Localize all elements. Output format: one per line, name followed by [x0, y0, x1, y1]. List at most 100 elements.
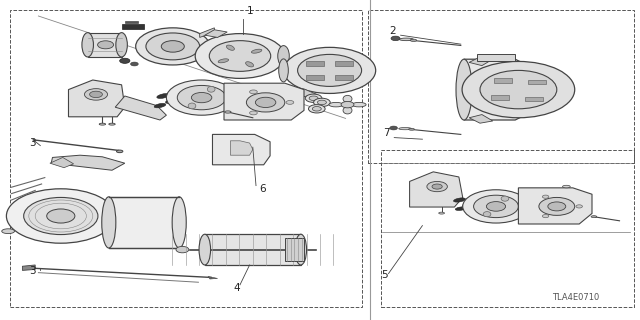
- Ellipse shape: [166, 98, 180, 103]
- Circle shape: [6, 189, 115, 243]
- Circle shape: [146, 33, 200, 60]
- Polygon shape: [115, 96, 166, 120]
- Ellipse shape: [352, 102, 366, 107]
- Ellipse shape: [227, 45, 234, 50]
- Circle shape: [209, 41, 271, 71]
- Polygon shape: [494, 78, 512, 83]
- Text: 3: 3: [29, 138, 35, 148]
- Polygon shape: [306, 75, 324, 80]
- Circle shape: [195, 34, 285, 78]
- Text: TLA4E0710: TLA4E0710: [552, 293, 600, 302]
- Circle shape: [312, 107, 321, 111]
- Circle shape: [391, 36, 400, 41]
- Ellipse shape: [543, 214, 549, 218]
- Circle shape: [390, 126, 397, 130]
- Ellipse shape: [252, 49, 262, 53]
- Polygon shape: [285, 238, 304, 261]
- Ellipse shape: [343, 95, 352, 102]
- Text: 1: 1: [246, 6, 253, 16]
- Circle shape: [486, 202, 506, 211]
- Polygon shape: [335, 75, 353, 80]
- Ellipse shape: [2, 229, 15, 234]
- Ellipse shape: [455, 207, 467, 211]
- Ellipse shape: [246, 62, 253, 67]
- Polygon shape: [205, 30, 227, 37]
- Ellipse shape: [279, 59, 288, 82]
- Polygon shape: [88, 33, 122, 57]
- Polygon shape: [464, 59, 522, 120]
- Polygon shape: [122, 24, 144, 29]
- Ellipse shape: [82, 33, 93, 57]
- Ellipse shape: [157, 93, 170, 99]
- Ellipse shape: [116, 150, 123, 153]
- Text: 5: 5: [381, 270, 387, 280]
- Circle shape: [539, 197, 575, 215]
- Ellipse shape: [278, 46, 289, 67]
- Ellipse shape: [409, 128, 415, 130]
- Circle shape: [298, 54, 362, 86]
- Ellipse shape: [543, 195, 549, 198]
- Circle shape: [284, 47, 376, 93]
- Ellipse shape: [399, 127, 412, 130]
- Ellipse shape: [295, 234, 307, 265]
- Circle shape: [131, 62, 138, 66]
- Circle shape: [432, 184, 442, 189]
- Ellipse shape: [250, 111, 257, 115]
- Polygon shape: [518, 188, 592, 224]
- Polygon shape: [224, 83, 304, 120]
- Text: 3: 3: [29, 266, 35, 276]
- Circle shape: [462, 61, 575, 118]
- Ellipse shape: [218, 59, 228, 63]
- Polygon shape: [68, 80, 125, 117]
- Ellipse shape: [591, 216, 597, 218]
- Ellipse shape: [102, 197, 116, 248]
- Ellipse shape: [99, 123, 106, 125]
- Circle shape: [191, 92, 212, 103]
- Circle shape: [24, 197, 98, 235]
- Polygon shape: [109, 197, 179, 248]
- Circle shape: [166, 80, 237, 115]
- Polygon shape: [469, 57, 493, 66]
- Polygon shape: [200, 28, 214, 37]
- Circle shape: [548, 202, 566, 211]
- Text: 2: 2: [389, 26, 396, 36]
- Polygon shape: [22, 265, 35, 270]
- Polygon shape: [491, 95, 509, 100]
- Circle shape: [84, 89, 108, 100]
- Circle shape: [120, 58, 130, 63]
- Polygon shape: [212, 134, 270, 165]
- Ellipse shape: [207, 86, 215, 92]
- Text: 6: 6: [259, 184, 266, 194]
- Text: 7: 7: [383, 128, 389, 138]
- Ellipse shape: [563, 185, 570, 188]
- Circle shape: [480, 70, 557, 109]
- Circle shape: [176, 246, 189, 253]
- Ellipse shape: [199, 234, 211, 265]
- Text: 4: 4: [234, 283, 240, 293]
- Circle shape: [246, 93, 285, 112]
- Circle shape: [161, 41, 184, 52]
- Circle shape: [427, 181, 447, 192]
- Circle shape: [463, 190, 529, 223]
- Circle shape: [177, 85, 226, 110]
- Circle shape: [305, 94, 322, 102]
- Ellipse shape: [462, 202, 475, 207]
- Polygon shape: [410, 172, 463, 207]
- Ellipse shape: [454, 198, 465, 202]
- Circle shape: [136, 28, 210, 65]
- Ellipse shape: [576, 205, 582, 208]
- Ellipse shape: [172, 197, 186, 248]
- Ellipse shape: [501, 196, 509, 201]
- Polygon shape: [205, 234, 301, 265]
- Circle shape: [341, 101, 354, 108]
- Ellipse shape: [109, 123, 115, 125]
- Circle shape: [47, 209, 75, 223]
- Polygon shape: [51, 155, 125, 170]
- Circle shape: [255, 97, 276, 108]
- Ellipse shape: [107, 229, 120, 234]
- Polygon shape: [125, 21, 138, 23]
- Circle shape: [314, 98, 330, 107]
- Polygon shape: [306, 60, 324, 66]
- Polygon shape: [50, 157, 74, 168]
- Polygon shape: [208, 276, 218, 279]
